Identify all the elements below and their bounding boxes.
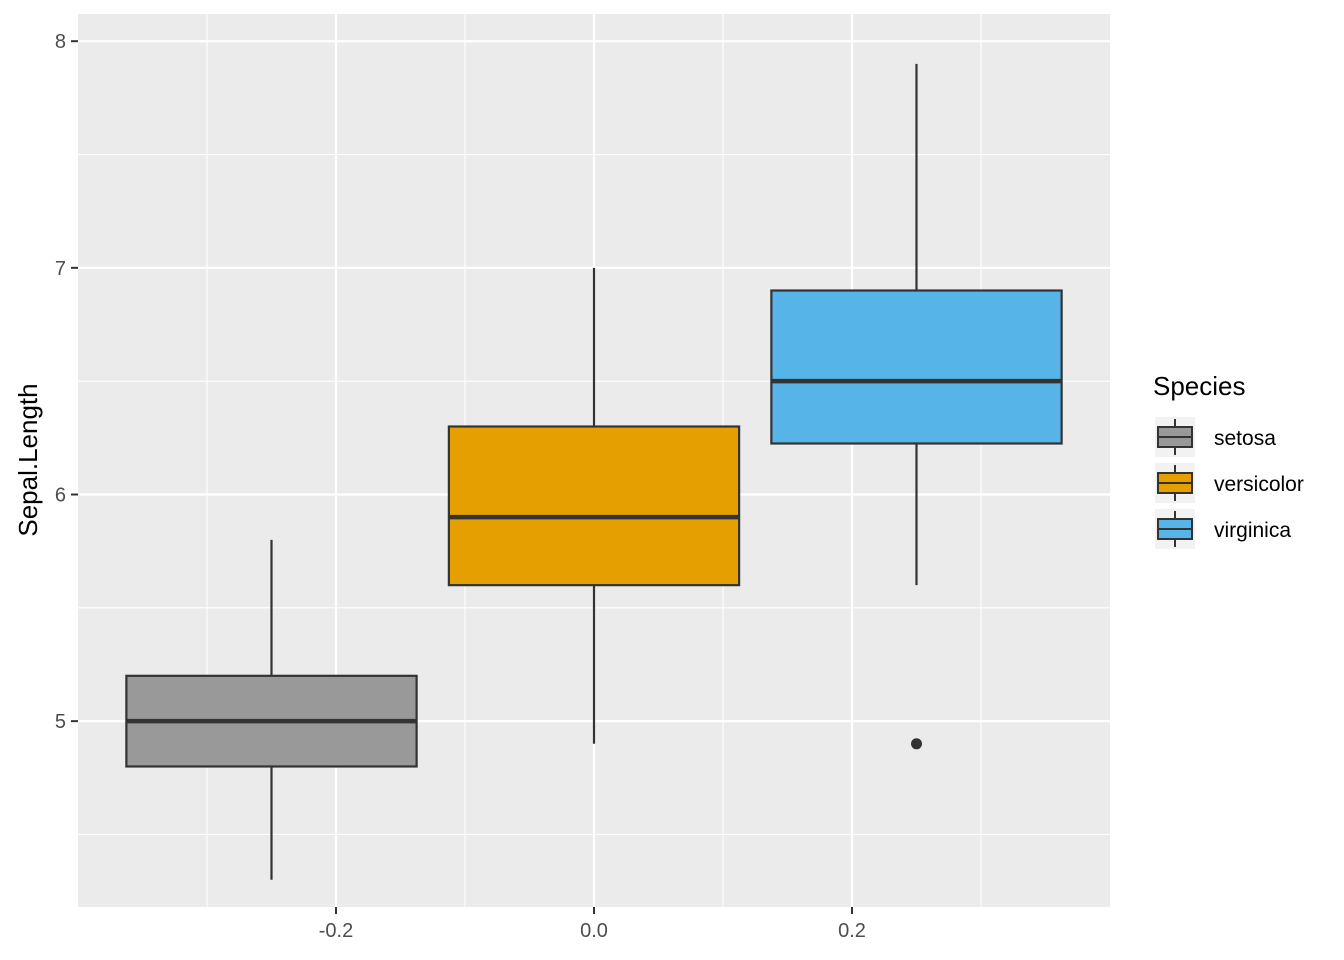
x-tick-label: 0.2 (838, 920, 866, 942)
legend-item-virginica: virginica (1155, 509, 1291, 549)
x-axis: -0.2 0.0 0.2 (319, 907, 866, 942)
box-versicolor (447, 267, 741, 744)
legend-label: versicolor (1214, 473, 1304, 496)
iqr-box (770, 289, 1063, 445)
y-axis-title: Sepal.Length (13, 383, 43, 536)
y-tick-label: 7 (55, 258, 66, 280)
y-tick-label: 6 (55, 484, 66, 506)
box-setosa (125, 539, 418, 880)
legend-item-setosa: setosa (1155, 417, 1276, 457)
y-axis: 5 6 7 8 (55, 31, 78, 733)
outlier-point (911, 738, 922, 750)
boxes-layer (125, 63, 1063, 880)
x-tick-label: -0.2 (319, 920, 353, 942)
y-tick-label: 5 (55, 711, 66, 733)
legend-item-versicolor: versicolor (1155, 463, 1304, 503)
legend-label: setosa (1214, 427, 1276, 450)
y-tick-label: 8 (55, 31, 66, 53)
legend: Species setosa versicolor virginica (1153, 371, 1304, 549)
iqr-box (447, 425, 741, 587)
x-tick-label: 0.0 (580, 920, 608, 942)
legend-title: Species (1153, 371, 1246, 401)
box-virginica (770, 63, 1063, 750)
legend-label: virginica (1214, 519, 1291, 542)
